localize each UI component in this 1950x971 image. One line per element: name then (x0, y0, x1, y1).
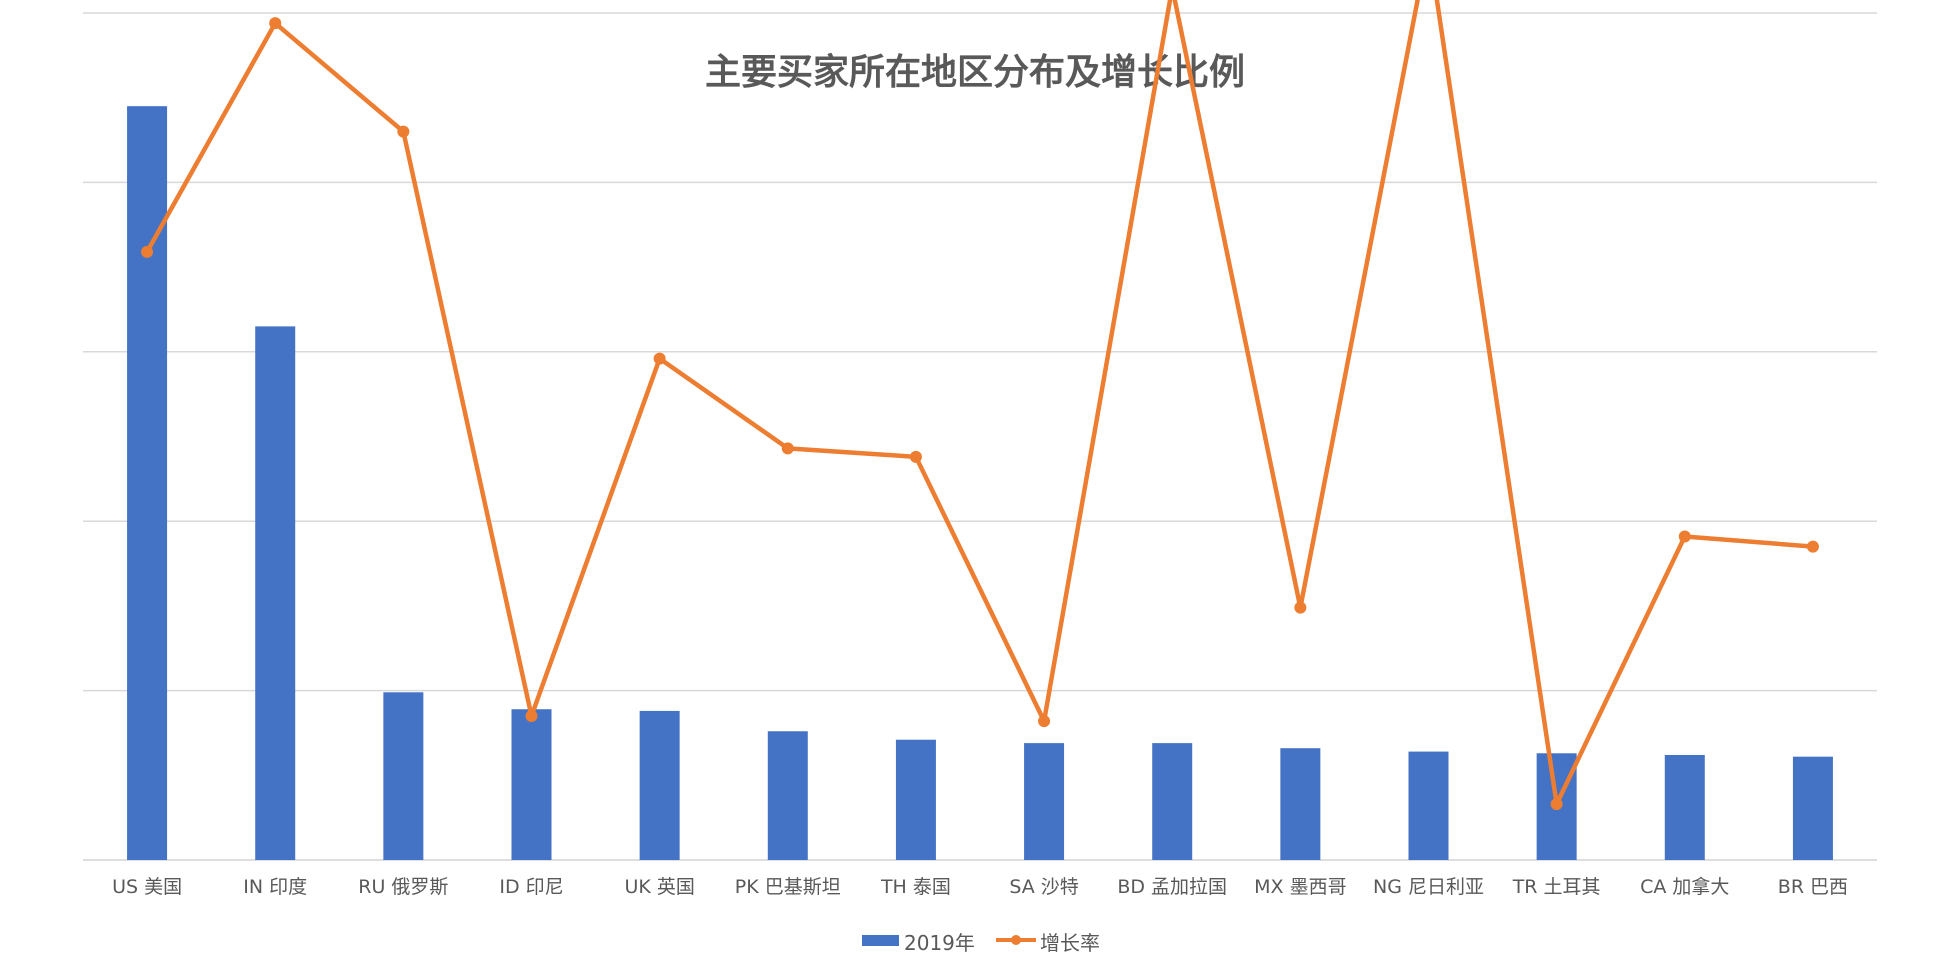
line-point (653, 352, 666, 365)
x-tick-label: PK 巴基斯坦 (735, 876, 841, 898)
bar (1024, 743, 1065, 860)
line-point (1294, 601, 1307, 614)
bar (895, 739, 936, 860)
line-point (397, 125, 410, 138)
legend-line-marker (1011, 935, 1021, 945)
bar (1408, 751, 1449, 860)
x-tick-label: BR 巴西 (1778, 876, 1848, 898)
x-tick-label: RU 俄罗斯 (358, 876, 448, 898)
line-point (1038, 715, 1051, 728)
legend: 2019年 增长率 (862, 931, 1100, 955)
x-tick-label: MX 墨西哥 (1254, 876, 1346, 898)
x-tick-label: BD 孟加拉国 (1117, 876, 1227, 898)
bar (1280, 748, 1321, 860)
bar (511, 709, 552, 860)
bar (383, 692, 424, 860)
line-point (781, 442, 794, 455)
line-point (269, 17, 282, 30)
legend-label-line: 增长率 (1040, 931, 1100, 955)
legend-label-bar: 2019年 (904, 931, 975, 955)
x-tick-label: NG 尼日利亚 (1373, 876, 1484, 898)
bar (1664, 754, 1705, 860)
bar (639, 710, 680, 860)
chart-title: 主要买家所在地区分布及增长比例 (705, 52, 1245, 93)
growth-line (144, 0, 1816, 807)
bar (1792, 756, 1833, 860)
line-point (909, 450, 922, 463)
x-axis-tick-labels: US 美国 IN 印度 RU 俄罗斯 ID 印尼 UK 英国 PK 巴基斯坦 TH 泰国 SA… (112, 875, 1848, 898)
bar-series (127, 106, 1833, 861)
line-point (525, 710, 538, 723)
bar (1152, 743, 1193, 860)
line-point (1678, 530, 1691, 543)
legend-bar-swatch (862, 935, 899, 946)
x-tick-label: IN 印度 (243, 876, 307, 898)
bar (255, 326, 296, 860)
line-point (1550, 798, 1563, 811)
x-tick-label: SA 沙特 (1009, 876, 1078, 898)
line-point (141, 245, 154, 258)
x-tick-label: TR 土耳其 (1512, 876, 1601, 898)
x-tick-label: US 美国 (112, 876, 182, 898)
line-series (141, 0, 1819, 811)
bar (767, 731, 808, 860)
x-tick-label: UK 英国 (624, 876, 694, 898)
x-tick-label: CA 加拿大 (1640, 875, 1729, 898)
x-tick-label: ID 印尼 (499, 876, 563, 898)
gridlines (83, 181, 1877, 861)
x-tick-label: TH 泰国 (880, 876, 951, 898)
bar (127, 106, 168, 861)
line-point (1806, 540, 1819, 553)
